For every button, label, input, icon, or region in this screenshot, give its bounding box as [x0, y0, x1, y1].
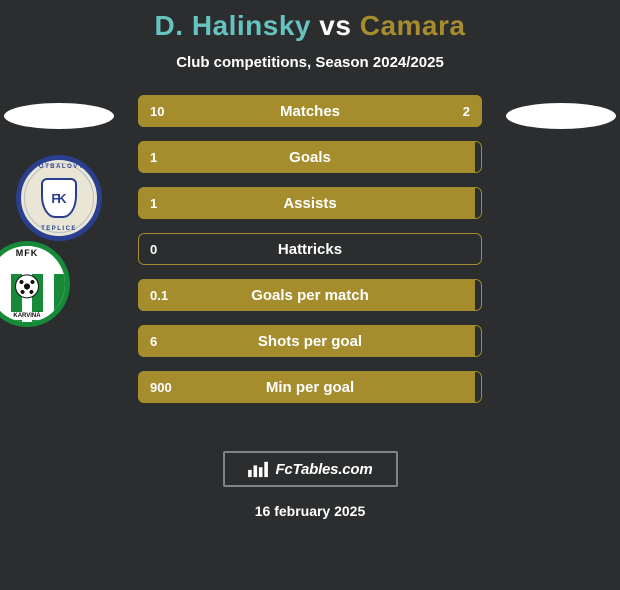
karvina-arch: MFK [0, 248, 65, 258]
stat-label: Goals per match [138, 287, 482, 304]
stat-label: Goals [138, 149, 482, 166]
comparison-panel: FOTBALOVÝ FK TEPLICE MFK KARVINÁ 102Matc… [0, 95, 620, 425]
teplice-ring-top: FOTBALOVÝ [34, 164, 85, 170]
club-badge-karvina: MFK KARVINÁ [0, 241, 70, 327]
stat-label: Assists [138, 195, 482, 212]
stat-bar: 1Assists [138, 187, 482, 219]
stat-bar: 0.1Goals per match [138, 279, 482, 311]
fctables-logo: FcTables.com [223, 451, 398, 487]
comparison-title: D. Halinsky vs Camara [0, 10, 620, 42]
right-player-silhouette [506, 103, 616, 129]
stat-bar: 0Hattricks [138, 233, 482, 265]
bar-chart-icon [247, 460, 269, 478]
player2-name: Camara [360, 10, 466, 41]
stat-bar: 6Shots per goal [138, 325, 482, 357]
stat-label: Min per goal [138, 379, 482, 396]
teplice-shield: FK [41, 178, 77, 218]
player1-name: D. Halinsky [155, 10, 311, 41]
karvina-bottom: KARVINÁ [0, 312, 65, 320]
title-vs: vs [319, 10, 351, 41]
fctables-text: FcTables.com [275, 461, 372, 478]
subtitle: Club competitions, Season 2024/2025 [0, 54, 620, 71]
teplice-ring-bottom: TEPLICE [41, 226, 77, 232]
stat-bar: 102Matches [138, 95, 482, 127]
left-player-silhouette [4, 103, 114, 129]
soccer-ball-icon [15, 274, 39, 298]
stat-label: Shots per goal [138, 333, 482, 350]
stat-label: Hattricks [138, 241, 482, 258]
stat-bars: 102Matches 1Goals 1Assists 0Hattricks 0.1Goa… [138, 95, 482, 403]
stat-label: Matches [138, 103, 482, 120]
stat-bar: 900Min per goal [138, 371, 482, 403]
stat-bar: 1Goals [138, 141, 482, 173]
date: 16 february 2025 [0, 503, 620, 519]
club-badge-teplice: FOTBALOVÝ FK TEPLICE [16, 155, 102, 241]
